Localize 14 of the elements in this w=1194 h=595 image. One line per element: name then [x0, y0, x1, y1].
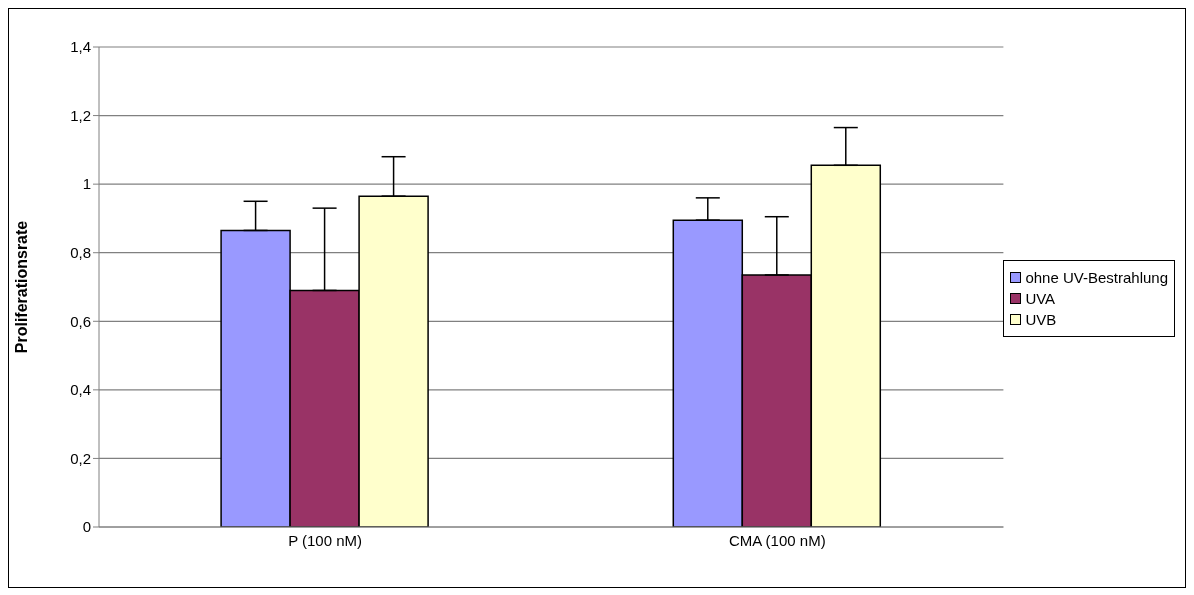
legend-label: UVA — [1025, 289, 1056, 307]
y-tick-label: 1,4 — [70, 38, 91, 56]
x-tick-label: CMA (100 nM) — [728, 531, 826, 549]
y-tick-label: 0,2 — [70, 449, 91, 467]
y-tick-label: 0,8 — [70, 244, 91, 262]
y-axis-title: Proliferationsrate — [12, 220, 30, 354]
x-tick-label: P (100 nM) — [288, 531, 363, 549]
y-tick-label: 0,4 — [70, 381, 91, 399]
legend-label: UVB — [1025, 310, 1057, 328]
y-tick-label: 1 — [82, 175, 91, 193]
y-tick-label: 0 — [82, 518, 91, 536]
legend-label: ohne UV-Bestrahlung — [1025, 268, 1168, 286]
y-tick-label: 1,2 — [70, 106, 91, 124]
y-tick-label: 0,6 — [70, 312, 91, 330]
